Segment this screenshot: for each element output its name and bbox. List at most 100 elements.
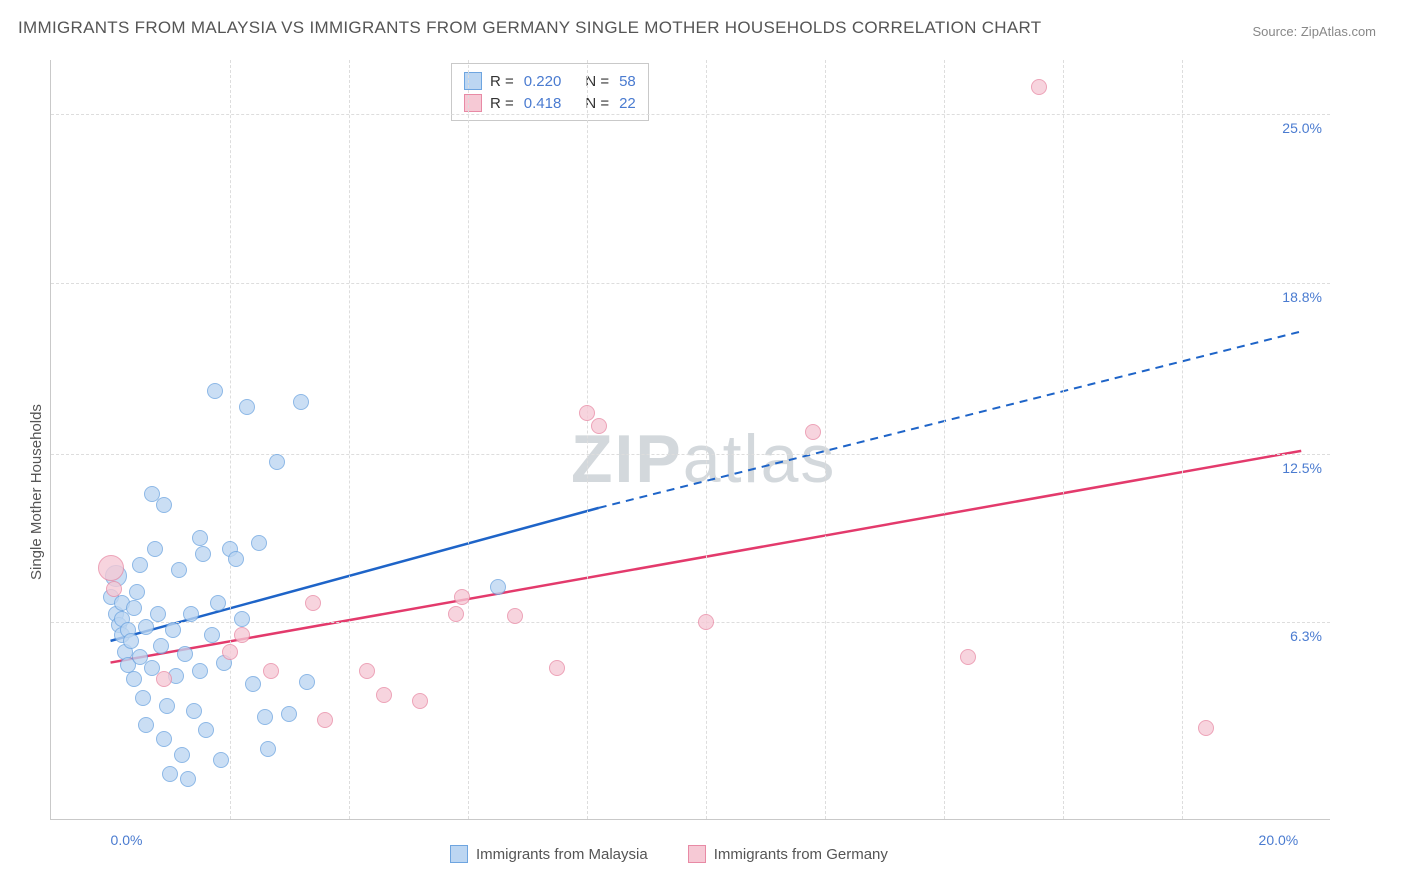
legend-n-value-germany: 22 — [619, 95, 636, 112]
scatter-point-malaysia — [123, 633, 139, 649]
series-legend-item-germany: Immigrants from Germany — [688, 845, 888, 863]
scatter-point-germany — [376, 687, 392, 703]
scatter-point-germany — [156, 671, 172, 687]
legend-n-prefix: N = — [585, 73, 609, 90]
x-tick-label: 20.0% — [1259, 832, 1299, 848]
scatter-point-malaysia — [147, 541, 163, 557]
scatter-point-malaysia — [213, 752, 229, 768]
legend-r-value-malaysia: 0.220 — [524, 73, 562, 90]
scatter-point-germany — [412, 693, 428, 709]
y-tick-label: 18.8% — [1282, 289, 1322, 305]
scatter-point-malaysia — [138, 619, 154, 635]
scatter-point-malaysia — [132, 557, 148, 573]
scatter-point-malaysia — [192, 663, 208, 679]
gridline-vertical — [706, 60, 707, 819]
legend-swatch-germany — [464, 94, 482, 112]
scatter-point-germany — [549, 660, 565, 676]
corr-legend-row-germany: R = 0.418 N = 22 — [464, 92, 636, 114]
scatter-point-malaysia — [180, 771, 196, 787]
legend-r-prefix: R = — [490, 95, 514, 112]
scatter-point-malaysia — [195, 546, 211, 562]
gridline-vertical — [230, 60, 231, 819]
scatter-point-germany — [1031, 79, 1047, 95]
scatter-point-germany — [591, 418, 607, 434]
scatter-point-malaysia — [153, 638, 169, 654]
scatter-point-malaysia — [177, 646, 193, 662]
scatter-point-malaysia — [251, 535, 267, 551]
correlation-legend: R = 0.220 N = 58 R = 0.418 N = 22 — [451, 63, 649, 121]
scatter-point-malaysia — [269, 454, 285, 470]
y-tick-label: 12.5% — [1282, 460, 1322, 476]
scatter-point-germany — [305, 595, 321, 611]
scatter-point-germany — [454, 589, 470, 605]
legend-r-value-germany: 0.418 — [524, 95, 562, 112]
scatter-point-germany — [98, 555, 124, 581]
gridline-vertical — [1063, 60, 1064, 819]
scatter-point-malaysia — [159, 698, 175, 714]
scatter-point-malaysia — [129, 584, 145, 600]
scatter-point-germany — [359, 663, 375, 679]
scatter-point-germany — [579, 405, 595, 421]
series-swatch-malaysia — [450, 845, 468, 863]
y-tick-label: 25.0% — [1282, 120, 1322, 136]
scatter-point-germany — [805, 424, 821, 440]
y-tick-label: 6.3% — [1290, 628, 1322, 644]
x-tick-label: 0.0% — [111, 832, 143, 848]
gridline-horizontal — [51, 454, 1330, 455]
scatter-point-malaysia — [260, 741, 276, 757]
scatter-point-malaysia — [293, 394, 309, 410]
scatter-point-germany — [1198, 720, 1214, 736]
chart-title: IMMIGRANTS FROM MALAYSIA VS IMMIGRANTS F… — [18, 18, 1041, 38]
scatter-point-malaysia — [204, 627, 220, 643]
gridline-vertical — [468, 60, 469, 819]
series-label-malaysia: Immigrants from Malaysia — [476, 846, 648, 863]
scatter-point-malaysia — [210, 595, 226, 611]
trendline-dash-malaysia — [599, 331, 1302, 507]
scatter-point-malaysia — [162, 766, 178, 782]
scatter-point-germany — [960, 649, 976, 665]
scatter-point-malaysia — [150, 606, 166, 622]
scatter-point-malaysia — [234, 611, 250, 627]
gridline-vertical — [587, 60, 588, 819]
gridline-vertical — [944, 60, 945, 819]
scatter-point-malaysia — [490, 579, 506, 595]
trend-lines-svg — [51, 60, 1330, 819]
gridline-horizontal — [51, 283, 1330, 284]
y-axis-label: Single Mother Households — [28, 404, 45, 580]
source-attribution: Source: ZipAtlas.com — [1252, 24, 1376, 39]
legend-n-prefix: N = — [585, 95, 609, 112]
scatter-point-germany — [698, 614, 714, 630]
scatter-point-malaysia — [228, 551, 244, 567]
scatter-point-germany — [317, 712, 333, 728]
scatter-point-malaysia — [165, 622, 181, 638]
scatter-point-malaysia — [207, 383, 223, 399]
scatter-point-germany — [106, 581, 122, 597]
scatter-point-malaysia — [171, 562, 187, 578]
scatter-point-germany — [222, 644, 238, 660]
scatter-point-malaysia — [126, 600, 142, 616]
series-label-germany: Immigrants from Germany — [714, 846, 888, 863]
legend-swatch-malaysia — [464, 72, 482, 90]
gridline-vertical — [1182, 60, 1183, 819]
scatter-point-germany — [507, 608, 523, 624]
scatter-point-germany — [448, 606, 464, 622]
scatter-point-malaysia — [186, 703, 202, 719]
scatter-point-malaysia — [192, 530, 208, 546]
legend-n-value-malaysia: 58 — [619, 73, 636, 90]
scatter-point-malaysia — [299, 674, 315, 690]
gridline-vertical — [825, 60, 826, 819]
scatter-point-germany — [234, 627, 250, 643]
scatter-point-malaysia — [245, 676, 261, 692]
scatter-point-malaysia — [183, 606, 199, 622]
gridline-horizontal — [51, 114, 1330, 115]
series-legend-item-malaysia: Immigrants from Malaysia — [450, 845, 648, 863]
series-legend: Immigrants from Malaysia Immigrants from … — [450, 845, 888, 863]
scatter-point-malaysia — [156, 497, 172, 513]
scatter-point-malaysia — [257, 709, 273, 725]
corr-legend-row-malaysia: R =0.220N =58 — [464, 70, 636, 92]
scatter-point-malaysia — [156, 731, 172, 747]
scatter-point-malaysia — [239, 399, 255, 415]
scatter-point-malaysia — [135, 690, 151, 706]
scatter-point-malaysia — [174, 747, 190, 763]
series-swatch-germany — [688, 845, 706, 863]
